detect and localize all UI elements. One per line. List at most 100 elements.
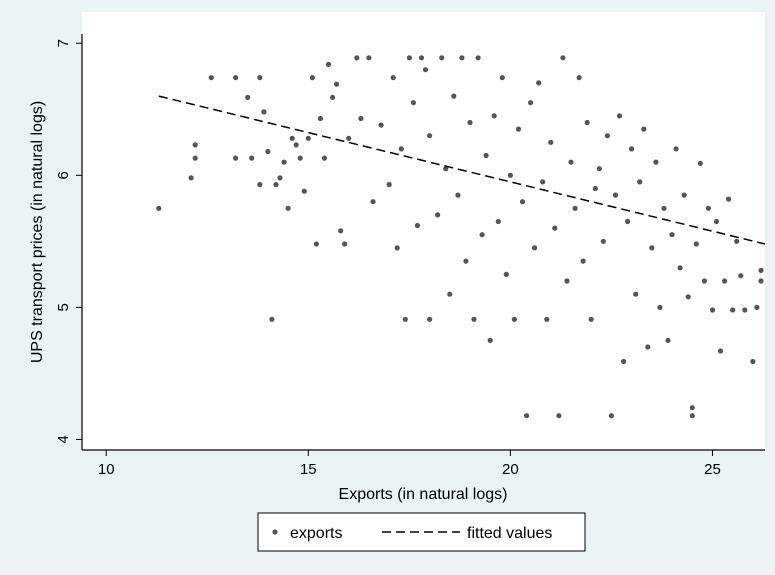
scatter-point xyxy=(552,225,558,231)
scatter-point xyxy=(730,307,736,313)
scatter-point xyxy=(495,218,501,225)
scatter-point xyxy=(503,271,509,277)
scatter-point xyxy=(689,405,695,411)
scatter-point xyxy=(528,100,534,106)
y-tick-label: 7 xyxy=(55,39,72,47)
scatter-point xyxy=(621,358,627,365)
scatter-point xyxy=(701,278,708,284)
scatter-point xyxy=(697,160,703,166)
scatter-point xyxy=(406,55,412,61)
scatter-point xyxy=(301,188,307,194)
scatter-point xyxy=(665,337,671,343)
scatter-point xyxy=(693,241,699,247)
scatter-point xyxy=(370,199,376,205)
legend-box xyxy=(257,512,586,552)
x-tick-label: 25 xyxy=(704,461,721,478)
scatter-point xyxy=(398,146,404,152)
scatter-point xyxy=(281,159,287,165)
scatter-point xyxy=(475,55,481,61)
scatter-point xyxy=(277,175,283,181)
scatter-point xyxy=(358,115,364,122)
scatter-point xyxy=(499,75,505,81)
scatter-point xyxy=(637,179,643,185)
scatter-point xyxy=(709,307,716,313)
scatter-point xyxy=(257,75,263,81)
scatter-point xyxy=(580,258,586,264)
scatter-point xyxy=(519,199,526,205)
scatter-point xyxy=(544,316,550,322)
scatter-point xyxy=(596,166,602,172)
scatter-point xyxy=(451,93,457,99)
scatter-point xyxy=(629,146,635,152)
scatter-point xyxy=(608,413,615,419)
scatter-point xyxy=(317,115,323,122)
scatter-point xyxy=(354,55,360,61)
scatter-point xyxy=(645,344,651,350)
scatter-point xyxy=(616,113,623,119)
legend: exports fitted values xyxy=(257,512,586,552)
scatter-point xyxy=(657,304,663,310)
scatter-point xyxy=(297,155,303,161)
scatter-point xyxy=(669,232,675,238)
scatter-point xyxy=(418,55,425,61)
scatter-point xyxy=(532,245,538,251)
scatter-point xyxy=(734,238,740,244)
scatter-point xyxy=(467,119,473,126)
scatter-point xyxy=(435,212,441,218)
scatter-point xyxy=(410,100,416,106)
scatter-point xyxy=(386,182,392,188)
scatter-point xyxy=(568,159,574,165)
scatter-point xyxy=(487,337,493,343)
scatter-point xyxy=(612,192,619,198)
scatter-point xyxy=(507,172,513,178)
scatter-point xyxy=(309,75,315,81)
scatter-point xyxy=(233,75,239,81)
scatter-point xyxy=(447,291,453,297)
x-tick-label: 20 xyxy=(502,461,519,478)
scatter-point xyxy=(540,179,546,185)
scatter-point xyxy=(633,291,639,297)
scatter-point xyxy=(233,155,239,161)
scatter-point xyxy=(249,155,255,161)
scatter-point xyxy=(208,75,214,81)
scatter-point xyxy=(192,142,198,148)
scatter-point xyxy=(289,135,295,141)
scatter-point xyxy=(705,205,712,211)
scatter-point xyxy=(483,152,489,159)
scatter-point xyxy=(245,94,251,100)
scatter-point xyxy=(325,61,332,67)
scatter-point xyxy=(427,133,433,139)
fitted-values-line xyxy=(158,95,766,245)
scatter-point xyxy=(584,119,590,126)
scatter-point xyxy=(422,67,429,73)
scatter-point xyxy=(261,109,267,115)
scatter-point xyxy=(564,278,570,284)
scatter-point xyxy=(192,155,198,161)
scatter-point xyxy=(342,241,348,247)
y-tick-label: 5 xyxy=(55,303,72,311)
scatter-point xyxy=(588,316,594,322)
legend-marker-exports xyxy=(272,529,278,535)
scatter-point xyxy=(576,75,582,81)
scatter-point xyxy=(313,241,319,247)
plot-area xyxy=(82,12,765,450)
scatter-point xyxy=(273,182,279,188)
scatter-point xyxy=(754,304,760,310)
scatter-point xyxy=(330,94,336,100)
scatter-point xyxy=(338,228,344,234)
y-axis-title: UPS transport prices (in natural logs) xyxy=(29,101,46,363)
scatter-point xyxy=(346,135,352,141)
scatter-point xyxy=(293,142,299,148)
scatter-point xyxy=(661,205,667,211)
scatter-point xyxy=(471,316,477,322)
scatter-point xyxy=(156,205,162,211)
scatter-point xyxy=(427,316,433,322)
x-axis-title: Exports (in natural logs) xyxy=(339,486,508,503)
scatter-point xyxy=(536,80,542,86)
fitted-line-layer xyxy=(158,95,766,245)
scatter-point xyxy=(321,155,328,161)
scatter-point xyxy=(414,222,420,229)
scatter-point xyxy=(572,205,578,211)
scatter-point xyxy=(305,135,311,141)
